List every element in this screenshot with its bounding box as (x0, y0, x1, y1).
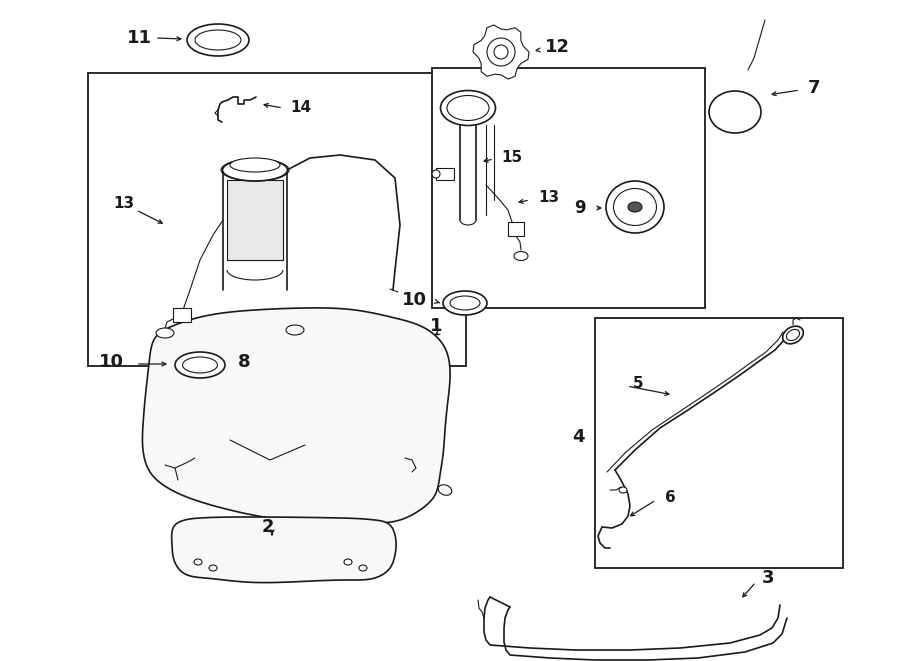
Text: 7: 7 (808, 79, 821, 97)
Ellipse shape (230, 158, 280, 172)
Ellipse shape (194, 559, 202, 565)
Text: 5: 5 (633, 375, 643, 391)
Text: 4: 4 (572, 428, 584, 446)
Ellipse shape (487, 38, 515, 66)
Ellipse shape (222, 159, 287, 181)
Ellipse shape (183, 357, 218, 373)
Text: 14: 14 (290, 100, 311, 114)
Text: 10: 10 (99, 353, 124, 371)
Bar (508, 222, 524, 236)
Bar (173, 308, 191, 322)
Bar (595, 318, 843, 568)
Ellipse shape (450, 296, 480, 310)
Text: 1: 1 (430, 317, 443, 335)
Ellipse shape (709, 91, 761, 133)
Ellipse shape (606, 181, 664, 233)
Ellipse shape (440, 91, 496, 126)
Text: 13: 13 (538, 190, 559, 206)
Ellipse shape (494, 45, 508, 59)
Ellipse shape (156, 328, 174, 338)
Text: 12: 12 (545, 38, 570, 56)
Text: 10: 10 (402, 291, 427, 309)
Polygon shape (172, 517, 396, 582)
Bar (432, 68, 705, 308)
Bar (88, 73, 466, 366)
Text: 13: 13 (113, 196, 134, 212)
Text: 2: 2 (262, 518, 274, 536)
Ellipse shape (195, 30, 241, 50)
Ellipse shape (344, 559, 352, 565)
Ellipse shape (787, 329, 799, 340)
Ellipse shape (209, 565, 217, 571)
Bar (227, 180, 283, 260)
Ellipse shape (783, 326, 804, 344)
Ellipse shape (628, 202, 642, 212)
Text: 8: 8 (238, 353, 250, 371)
Ellipse shape (187, 24, 249, 56)
Text: 6: 6 (665, 490, 676, 504)
Ellipse shape (438, 485, 452, 495)
Ellipse shape (359, 565, 367, 571)
Text: 11: 11 (127, 29, 152, 47)
Bar (436, 168, 454, 180)
Ellipse shape (614, 188, 656, 225)
Text: 15: 15 (501, 149, 522, 165)
Polygon shape (142, 308, 450, 524)
Polygon shape (473, 25, 529, 79)
Text: 3: 3 (762, 569, 775, 587)
Ellipse shape (286, 325, 304, 335)
Ellipse shape (175, 352, 225, 378)
Text: 9: 9 (574, 199, 586, 217)
Ellipse shape (514, 251, 528, 260)
Ellipse shape (619, 487, 627, 493)
Ellipse shape (432, 170, 440, 178)
Ellipse shape (447, 95, 489, 120)
Ellipse shape (443, 291, 487, 315)
